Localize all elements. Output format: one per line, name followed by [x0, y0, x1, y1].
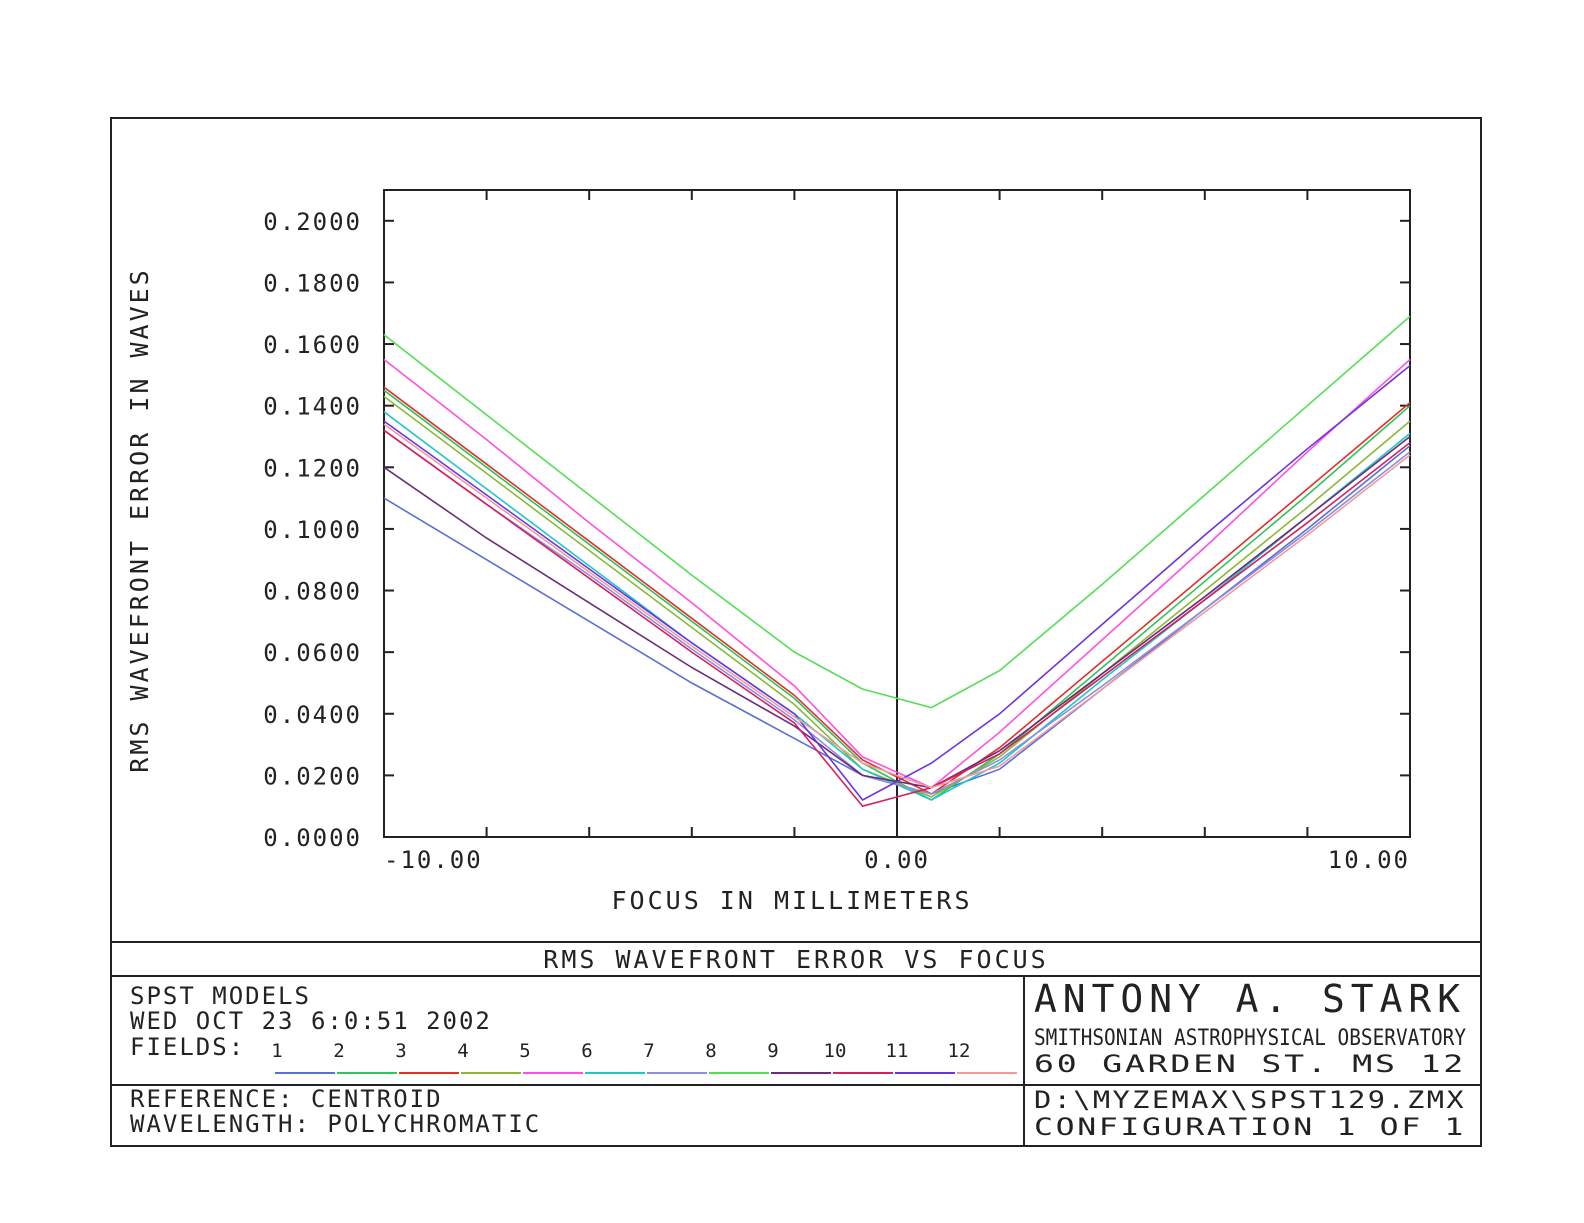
series-line-5 — [383, 358, 1411, 789]
y-axis-label: RMS WAVEFRONT ERROR IN WAVES — [125, 267, 154, 772]
legend-field-number: 8 — [705, 1040, 716, 1062]
reference-info: REFERENCE: CENTROID — [130, 1085, 443, 1113]
legend-field-number: 3 — [395, 1040, 406, 1062]
x-tick-label: -10.00 — [384, 846, 483, 874]
y-tick-label: 0.0000 — [263, 824, 362, 852]
y-tick-label: 0.0600 — [263, 639, 362, 667]
y-tick-label: 0.0400 — [263, 701, 362, 729]
y-tick-label: 0.1800 — [263, 269, 362, 297]
y-tick-label: 0.1000 — [263, 516, 362, 544]
file-path: D:\MYZEMAX\SPST129.ZMX — [1034, 1086, 1466, 1114]
legend-field-number: 7 — [643, 1040, 654, 1062]
y-tick-label: 0.0800 — [263, 578, 362, 606]
series-line-11 — [383, 364, 1411, 802]
legend-field-number: 1 — [271, 1040, 282, 1062]
author-name: ANTONY A. STARK — [1034, 977, 1466, 1021]
outer-border — [110, 117, 1482, 1147]
legend-field-number: 5 — [519, 1040, 530, 1062]
legend-field-number: 11 — [886, 1040, 909, 1062]
run-date: WED OCT 23 6:0:51 2002 — [130, 1007, 492, 1035]
y-tick-label: 0.1200 — [263, 454, 362, 482]
legend-field-number: 6 — [581, 1040, 592, 1062]
series-line-4 — [383, 395, 1411, 798]
fields-label: FIELDS: — [130, 1033, 245, 1061]
series-line-3 — [383, 386, 1411, 795]
configuration-info: CONFIGURATION 1 OF 1 — [1034, 1113, 1466, 1141]
y-tick-label: 0.1600 — [263, 331, 362, 359]
y-tick-label: 0.2000 — [263, 208, 362, 236]
series-line-12 — [383, 423, 1411, 789]
legend-field-number: 9 — [767, 1040, 778, 1062]
series-line-7 — [383, 429, 1411, 795]
y-tick-label: 0.1400 — [263, 393, 362, 421]
wavelength-info: WAVELENGTH: POLYCHROMATIC — [130, 1110, 541, 1138]
legend-field-number: 2 — [333, 1040, 344, 1062]
project-name: SPST MODELS — [130, 982, 311, 1010]
x-tick-label: 0.00 — [864, 846, 930, 874]
legend: 1 2 3 4 5 6 7 8 9 10 11 12 — [271, 1040, 1017, 1074]
institution-name: SMITHSONIAN ASTROPHYSICAL OBSERVATORY — [1034, 1026, 1466, 1051]
series-lines — [383, 315, 1411, 808]
series-line-10 — [383, 429, 1411, 808]
legend-field-number: 10 — [824, 1040, 847, 1062]
y-tick-labels: 0.0000 0.0200 0.0400 0.0600 0.0800 0.1000 0.12… — [263, 208, 362, 852]
y-tick-label: 0.0200 — [263, 762, 362, 790]
x-tick-label: 10.00 — [1328, 846, 1410, 874]
chart-title: RMS WAVEFRONT ERROR VS FOCUS — [543, 945, 1048, 974]
address: 60 GARDEN ST. MS 12 — [1034, 1050, 1466, 1078]
series-line-8 — [383, 315, 1411, 709]
legend-field-number: 4 — [457, 1040, 468, 1062]
x-axis-label: FOCUS IN MILLIMETERS — [611, 886, 972, 915]
x-tick-labels: -10.00 0.00 10.00 — [384, 846, 1410, 874]
legend-field-number: 12 — [948, 1040, 971, 1062]
